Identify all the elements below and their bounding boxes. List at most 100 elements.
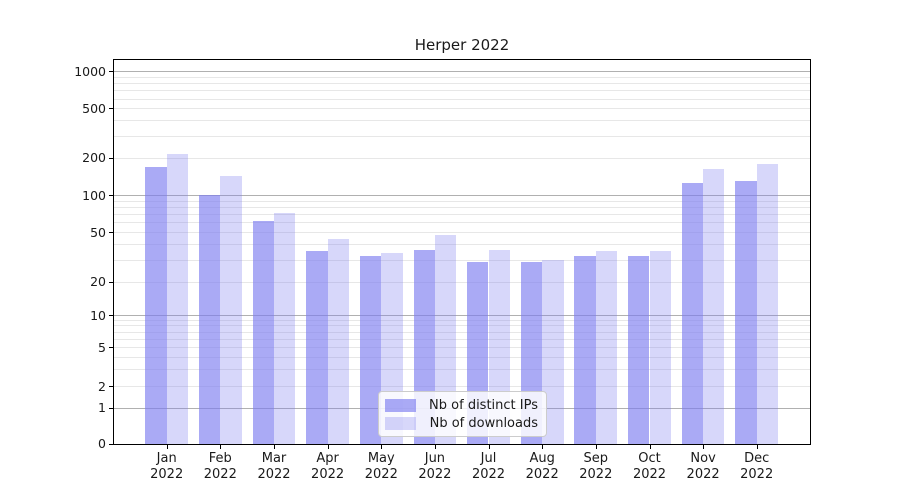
x-tick-year: 2022 xyxy=(579,467,613,482)
y-tick xyxy=(109,281,113,283)
y-tick xyxy=(109,347,113,349)
gridline-minor xyxy=(114,338,810,340)
gridline-major xyxy=(114,195,810,197)
y-tick xyxy=(109,108,113,110)
x-tick xyxy=(166,445,168,449)
y-tick-label: 50 xyxy=(90,224,106,240)
y-tick-label: 2 xyxy=(98,378,106,394)
bar-distinct-ips xyxy=(574,256,596,444)
gridline-minor xyxy=(114,120,810,122)
bar-downloads xyxy=(166,153,189,444)
bar-downloads xyxy=(542,259,564,444)
legend-label-distinct-ips: Nb of distinct IPs xyxy=(429,397,538,413)
x-tick-label: Aug 2022 xyxy=(510,451,574,483)
gridline-minor xyxy=(114,325,810,327)
y-tick-label: 1 xyxy=(98,400,106,416)
y-tick xyxy=(109,195,113,197)
bar-distinct-ips xyxy=(681,182,704,444)
x-tick xyxy=(649,445,651,449)
gridline-minor xyxy=(114,347,810,349)
x-tick-year: 2022 xyxy=(311,467,345,482)
x-tick-month: Feb xyxy=(208,451,232,466)
x-tick-label: Dec 2022 xyxy=(725,451,789,483)
bar-distinct-ips xyxy=(252,220,274,444)
x-tick-month: Jan xyxy=(156,451,177,466)
bar-distinct-ips xyxy=(735,181,757,444)
x-tick-year: 2022 xyxy=(418,467,452,482)
bar-downloads xyxy=(649,251,671,444)
bar-downloads xyxy=(756,164,779,444)
bar-distinct-ips xyxy=(198,195,221,444)
x-tick-month: May xyxy=(367,451,395,466)
x-tick-year: 2022 xyxy=(471,467,506,482)
x-tick-year: 2022 xyxy=(632,467,667,482)
x-tick-label: Nov 2022 xyxy=(671,451,735,483)
x-tick-month: Apr xyxy=(316,451,339,466)
legend: Nb of distinct IPs Nb of downloads xyxy=(378,391,547,437)
x-tick xyxy=(703,445,705,449)
x-tick-year: 2022 xyxy=(203,467,237,482)
x-tick-year: 2022 xyxy=(257,467,291,482)
x-tick xyxy=(756,445,758,449)
x-tick-month: Nov xyxy=(690,451,716,466)
legend-swatch-distinct-ips xyxy=(385,398,416,412)
gridline-minor xyxy=(114,135,810,137)
gridline-minor xyxy=(114,200,810,202)
gridline-minor xyxy=(114,356,810,358)
x-tick-month: Jun xyxy=(424,451,446,466)
bar-downloads xyxy=(595,251,618,444)
gridline-minor xyxy=(114,108,810,110)
x-tick xyxy=(434,445,436,449)
y-tick-label: 200 xyxy=(82,150,106,165)
y-tick-label: 100 xyxy=(82,187,106,203)
y-tick-label: 5 xyxy=(98,339,106,355)
x-tick xyxy=(327,445,329,449)
gridline-minor xyxy=(114,83,810,84)
y-tick xyxy=(109,71,113,72)
y-tick-label: 0 xyxy=(98,436,106,451)
x-tick-month: Jul xyxy=(480,451,497,466)
gridline-minor xyxy=(114,259,810,261)
x-tick-label: Feb 2022 xyxy=(188,451,252,483)
x-tick-month: Aug xyxy=(529,451,555,466)
x-tick-month: Mar xyxy=(261,451,287,466)
bar-downloads xyxy=(274,212,296,444)
gridline-minor xyxy=(114,232,810,233)
chart-title: Herper 2022 xyxy=(414,36,510,54)
y-tick xyxy=(109,315,113,316)
gridline-minor xyxy=(114,98,810,100)
x-tick-year: 2022 xyxy=(150,467,184,482)
bar-distinct-ips xyxy=(145,167,167,444)
gridline-minor xyxy=(114,331,810,333)
x-tick-label: May 2022 xyxy=(349,451,413,483)
bar-distinct-ips xyxy=(306,251,328,444)
x-tick-label: Apr 2022 xyxy=(296,451,360,483)
gridline-minor xyxy=(114,222,810,224)
x-tick-label: Oct 2022 xyxy=(618,451,682,483)
gridline-minor xyxy=(114,214,810,216)
y-tick-label: 20 xyxy=(90,274,106,290)
y-tick xyxy=(109,232,113,233)
gridline-minor xyxy=(114,244,810,246)
y-tick-label: 500 xyxy=(82,100,106,116)
gridline-major xyxy=(114,71,810,72)
legend-item-distinct-ips: Nb of distinct IPs xyxy=(385,398,538,413)
x-tick-month: Oct xyxy=(638,451,661,466)
bar-downloads xyxy=(220,175,242,444)
y-tick xyxy=(109,443,113,445)
bar-downloads xyxy=(703,168,725,444)
x-tick xyxy=(274,445,275,449)
legend-item-downloads: Nb of downloads xyxy=(385,416,538,431)
y-tick-label: 1000 xyxy=(74,63,106,79)
x-tick-year: 2022 xyxy=(364,467,398,482)
x-tick-label: Jul 2022 xyxy=(457,451,521,483)
x-tick-year: 2022 xyxy=(740,467,774,482)
legend-label-downloads: Nb of downloads xyxy=(429,415,538,431)
bar-distinct-ips xyxy=(628,256,650,444)
plot-area xyxy=(113,59,811,445)
x-tick xyxy=(381,445,383,449)
gridline-minor xyxy=(114,76,810,78)
x-tick-month: Sep xyxy=(583,451,609,466)
x-tick-month: Dec xyxy=(744,451,770,466)
